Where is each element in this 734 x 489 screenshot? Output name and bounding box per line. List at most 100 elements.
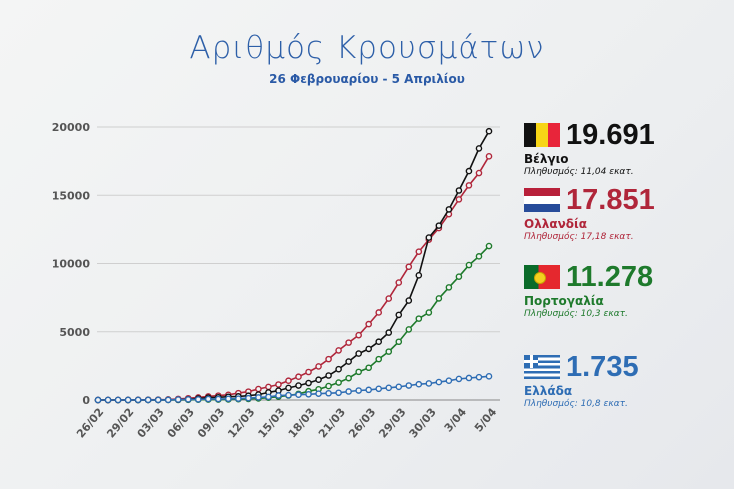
data-point <box>475 253 483 260</box>
netherlands-population: Πληθυσμός: 17,18 εκατ. <box>524 232 634 242</box>
x-tick-label: 29/02 <box>104 406 136 441</box>
greece-flag-icon <box>524 355 560 379</box>
data-point <box>435 378 443 386</box>
data-point <box>315 390 322 397</box>
data-point <box>305 379 312 387</box>
series-line <box>98 130 490 401</box>
data-point <box>134 396 142 404</box>
data-point <box>455 375 463 383</box>
data-point <box>255 385 262 393</box>
portugal-flag-icon <box>524 265 560 289</box>
data-point <box>415 315 423 322</box>
y-tick-label: 10000 <box>52 258 91 271</box>
data-point <box>485 153 493 160</box>
data-point <box>184 396 192 403</box>
data-point <box>385 348 393 355</box>
data-point <box>465 261 473 269</box>
data-point <box>144 396 152 404</box>
y-tick-label: 0 <box>82 394 90 407</box>
series-line <box>98 155 490 401</box>
legend-entry-belgium: 19.691 Βέλγιο Πληθυσμός: 11,04 εκατ. <box>524 120 655 177</box>
data-point <box>355 350 362 357</box>
chart-subtitle: 26 Φεβρουαρίου - 5 Απριλίου <box>269 72 465 86</box>
x-tick-label: 30/03 <box>407 406 439 441</box>
data-point <box>445 206 453 213</box>
belgium-flag-icon <box>524 123 560 147</box>
data-point <box>485 373 493 380</box>
series-3 <box>94 373 493 404</box>
data-point <box>385 329 393 336</box>
data-point <box>345 374 352 382</box>
data-point <box>395 279 403 286</box>
data-point <box>315 363 322 370</box>
data-point <box>375 385 383 393</box>
data-point <box>285 391 292 399</box>
data-point <box>375 338 383 346</box>
data-point <box>385 295 393 302</box>
y-tick-label: 15000 <box>52 189 91 202</box>
data-point <box>365 320 372 328</box>
data-point <box>455 273 463 280</box>
data-point <box>315 376 322 384</box>
y-axis-ticks: 0 5000 10000 15000 20000 <box>52 121 91 407</box>
data-point <box>305 390 312 398</box>
data-point <box>365 364 372 372</box>
data-point <box>415 272 423 279</box>
belgium-value: 19.691 <box>566 119 655 151</box>
data-point <box>405 297 413 304</box>
data-point <box>475 145 483 152</box>
data-point <box>445 284 453 291</box>
data-point <box>435 222 443 229</box>
data-point <box>415 380 423 388</box>
data-point <box>355 387 362 394</box>
data-point <box>325 382 332 390</box>
portugal-value: 11.278 <box>566 261 654 293</box>
data-point <box>295 373 302 381</box>
portugal-population: Πληθυσμός: 10,3 εκατ. <box>524 309 628 319</box>
gridlines <box>97 126 500 401</box>
belgium-label: Βέλγιο <box>524 152 569 166</box>
data-point <box>405 326 413 333</box>
data-point <box>275 392 282 399</box>
x-tick-label: 26/02 <box>74 406 106 441</box>
data-point <box>295 382 302 389</box>
x-tick-label: 3/04 <box>442 405 470 434</box>
x-tick-label: 26/03 <box>346 406 378 441</box>
data-point <box>365 345 372 353</box>
x-tick-label: 5/04 <box>472 405 500 434</box>
data-point <box>325 372 332 379</box>
data-point <box>94 396 102 404</box>
series-line <box>98 245 490 401</box>
data-point <box>235 395 242 402</box>
y-tick-label: 20000 <box>52 121 91 134</box>
data-point <box>114 396 122 404</box>
data-point <box>455 196 463 203</box>
netherlands-flag-icon <box>524 188 560 212</box>
chart-title: Αριθμός Κρουσμάτων <box>189 30 545 66</box>
series-1 <box>94 153 493 404</box>
data-point <box>255 394 262 401</box>
data-point <box>124 396 132 404</box>
data-point <box>465 182 473 189</box>
data-point <box>455 187 463 194</box>
data-point <box>475 373 483 381</box>
data-point <box>285 384 292 392</box>
data-point <box>245 394 252 402</box>
x-tick-label: 12/03 <box>225 406 257 441</box>
x-tick-label: 09/03 <box>195 406 227 441</box>
data-point <box>375 355 383 363</box>
legend-entry-netherlands: 17.851 Ολλανδία Πληθυσμός: 17,18 εκατ. <box>524 185 655 242</box>
data-point <box>435 295 443 302</box>
data-point <box>355 331 362 339</box>
data-point <box>345 339 352 346</box>
data-point <box>275 381 282 388</box>
data-point <box>365 386 372 394</box>
series-0 <box>94 127 493 404</box>
netherlands-value: 17.851 <box>566 184 655 216</box>
netherlands-label: Ολλανδία <box>524 217 587 231</box>
data-point <box>465 167 473 175</box>
data-point <box>325 355 332 363</box>
data-point <box>225 395 232 403</box>
data-point <box>405 263 413 271</box>
x-tick-label: 03/03 <box>135 406 167 441</box>
